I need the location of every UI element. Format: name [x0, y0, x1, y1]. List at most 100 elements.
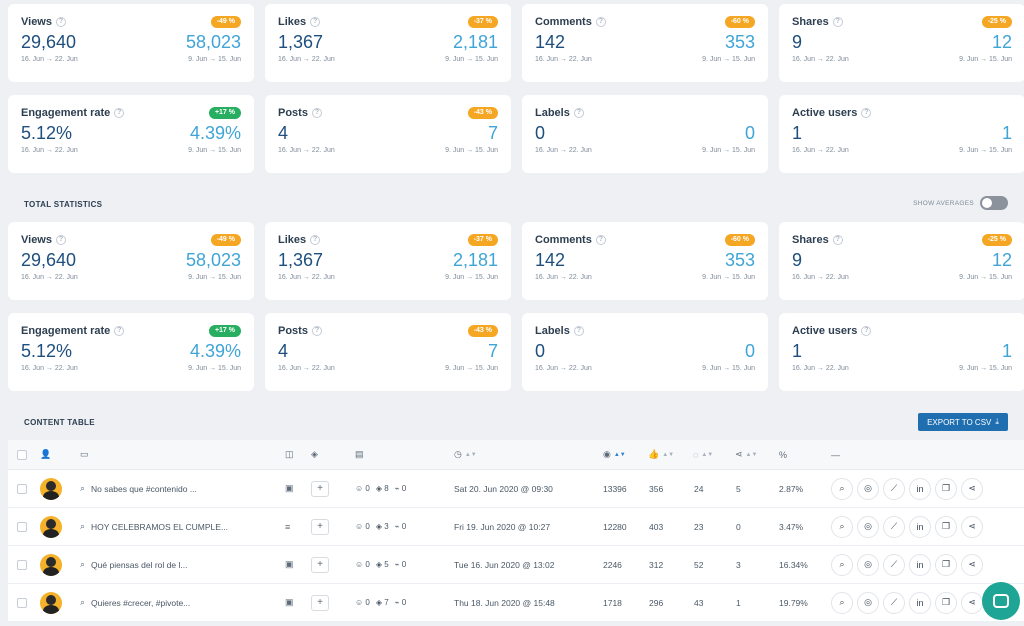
post-mini-stats: ☺ 0 ◈ 8 ⌁ 0 [355, 484, 406, 493]
help-icon[interactable]: ? [832, 17, 843, 27]
current-value: 4 [278, 341, 289, 361]
help-icon[interactable]: ? [573, 108, 584, 118]
export-csv-button[interactable]: EXPORT TO CSV ⤓ [918, 413, 1008, 431]
current-range: 16. Jun → 22. Jun [21, 365, 78, 372]
select-all-checkbox[interactable] [17, 449, 27, 460]
stat-card-label: Views [21, 16, 52, 28]
likes-column-header[interactable]: 👍 ▲▼ [648, 449, 674, 460]
help-icon[interactable]: ? [56, 235, 66, 245]
copy-action-button[interactable]: ❐ [935, 553, 957, 576]
copy-action-button[interactable]: ❐ [935, 515, 957, 538]
copy-action-button[interactable]: ❐ [935, 477, 957, 500]
stat-card-title: Shares? [792, 234, 1012, 246]
current-range: 16. Jun → 22. Jun [792, 147, 849, 154]
help-icon[interactable]: ? [595, 235, 606, 245]
help-icon[interactable]: ? [114, 326, 125, 336]
row-checkbox[interactable] [17, 483, 27, 494]
previous-value: 12 [991, 32, 1012, 52]
location-action-button[interactable]: ◎ [857, 477, 879, 500]
search-action-button[interactable]: ⌕ [831, 515, 853, 538]
post-text[interactable]: No sabes que #contenido ... [91, 483, 197, 494]
shares-column-header[interactable]: ⋖ ▲▼ [735, 449, 757, 460]
stat-card-title: Active users? [792, 107, 1012, 119]
chart-action-button[interactable]: ⟋ [883, 553, 905, 576]
current-range: 16. Jun → 22. Jun [278, 365, 335, 372]
content-table-title: CONTENT TABLE [24, 418, 95, 427]
help-icon[interactable]: ? [311, 326, 322, 336]
help-icon[interactable]: ? [861, 326, 872, 336]
linkedin-action-button[interactable]: in [909, 477, 931, 500]
stat-card-label: Likes [278, 234, 307, 246]
row-checkbox[interactable] [17, 559, 27, 570]
share-action-button[interactable]: ⋖ [961, 515, 983, 538]
add-label-button[interactable]: + [311, 518, 329, 535]
search-action-button[interactable]: ⌕ [831, 477, 853, 500]
add-label-button[interactable]: + [311, 556, 329, 573]
change-badge: -49 % [210, 234, 241, 246]
search-icon[interactable]: ⌕ [80, 597, 86, 607]
linkedin-action-button[interactable]: in [909, 553, 931, 576]
views-column-header[interactable]: ◉ ▲▼ [603, 449, 626, 460]
search-icon[interactable]: ⌕ [80, 483, 86, 493]
chart-action-button[interactable]: ⟋ [883, 515, 905, 538]
search-action-button[interactable]: ⌕ [831, 553, 853, 576]
post-text[interactable]: Quieres #crecer, #pivote... [91, 597, 191, 608]
current-value: 1 [792, 123, 803, 143]
comments-column-header[interactable]: ◌ ▲▼ [693, 450, 713, 460]
current-range: 16. Jun → 22. Jun [21, 147, 78, 154]
location-action-button[interactable]: ◎ [857, 591, 879, 614]
add-label-button[interactable]: + [311, 480, 329, 497]
stat-card: Posts? -43 % 4 7 16. Jun → 22. Jun 9. Jun → 1… [265, 95, 511, 173]
chat-launcher-button[interactable] [982, 582, 1020, 620]
search-icon[interactable]: ⌕ [80, 559, 86, 569]
help-icon[interactable]: ? [832, 235, 843, 245]
copy-action-button[interactable]: ❐ [935, 591, 957, 614]
previous-range: 9. Jun → 15. Jun [445, 147, 498, 154]
search-icon[interactable]: ⌕ [80, 521, 86, 531]
stat-card-title: Engagement rate? [21, 107, 241, 119]
help-icon[interactable]: ? [595, 17, 606, 27]
chart-action-button[interactable]: ⟋ [883, 591, 905, 614]
help-icon[interactable]: ? [310, 235, 321, 245]
help-icon[interactable]: ? [56, 17, 66, 27]
current-range: 16. Jun → 22. Jun [535, 274, 592, 281]
engagement-rate-value: 3.47% [779, 521, 804, 532]
post-text[interactable]: HOY CELEBRAMOS EL CUMPLE... [91, 521, 229, 532]
show-averages-toggle[interactable] [980, 196, 1008, 210]
change-badge: -43 % [467, 325, 498, 337]
stat-card-title: Labels? [535, 107, 755, 119]
help-icon[interactable]: ? [114, 108, 125, 118]
location-action-button[interactable]: ◎ [857, 553, 879, 576]
help-icon[interactable]: ? [573, 326, 584, 336]
add-label-button[interactable]: + [311, 594, 329, 611]
share-action-button[interactable]: ⋖ [961, 591, 983, 614]
likes-value: 296 [649, 597, 664, 608]
share-action-button[interactable]: ⋖ [961, 477, 983, 500]
date-column-header[interactable]: ◷ ▲▼ [454, 449, 477, 460]
current-value: 9 [792, 250, 803, 270]
row-checkbox[interactable] [17, 597, 27, 608]
current-range: 16. Jun → 22. Jun [535, 147, 592, 154]
current-range: 16. Jun → 22. Jun [535, 365, 592, 372]
change-badge: -43 % [467, 107, 498, 119]
help-icon[interactable]: ? [861, 108, 872, 118]
help-icon[interactable]: ? [310, 17, 321, 27]
stat-card-title: Likes? [278, 234, 498, 246]
stat-card: Active users? 1 1 16. Jun → 22. Jun 9. Jun →… [779, 95, 1024, 173]
show-averages-toggle-wrap: SHOW AVERAGES [913, 196, 1008, 210]
row-checkbox[interactable] [17, 521, 27, 532]
post-text[interactable]: Qué piensas del rol de l... [91, 559, 188, 570]
help-icon[interactable]: ? [311, 108, 322, 118]
stat-card-title: Views? [21, 16, 241, 28]
share-action-button[interactable]: ⋖ [961, 553, 983, 576]
current-value: 29,640 [21, 32, 77, 52]
chart-action-button[interactable]: ⟋ [883, 477, 905, 500]
search-action-button[interactable]: ⌕ [831, 591, 853, 614]
linkedin-action-button[interactable]: in [909, 591, 931, 614]
shares-value: 5 [736, 483, 741, 494]
table-header: 👤 ▭ ◫ ◈ ▤ ◷ ▲▼ ◉ ▲▼ 👍 ▲▼ ◌ ▲▼ ⋖ ▲▼ % — [8, 440, 1024, 470]
user-icon: 👤 [40, 449, 52, 459]
stat-card-title: Views? [21, 234, 241, 246]
linkedin-action-button[interactable]: in [909, 515, 931, 538]
location-action-button[interactable]: ◎ [857, 515, 879, 538]
